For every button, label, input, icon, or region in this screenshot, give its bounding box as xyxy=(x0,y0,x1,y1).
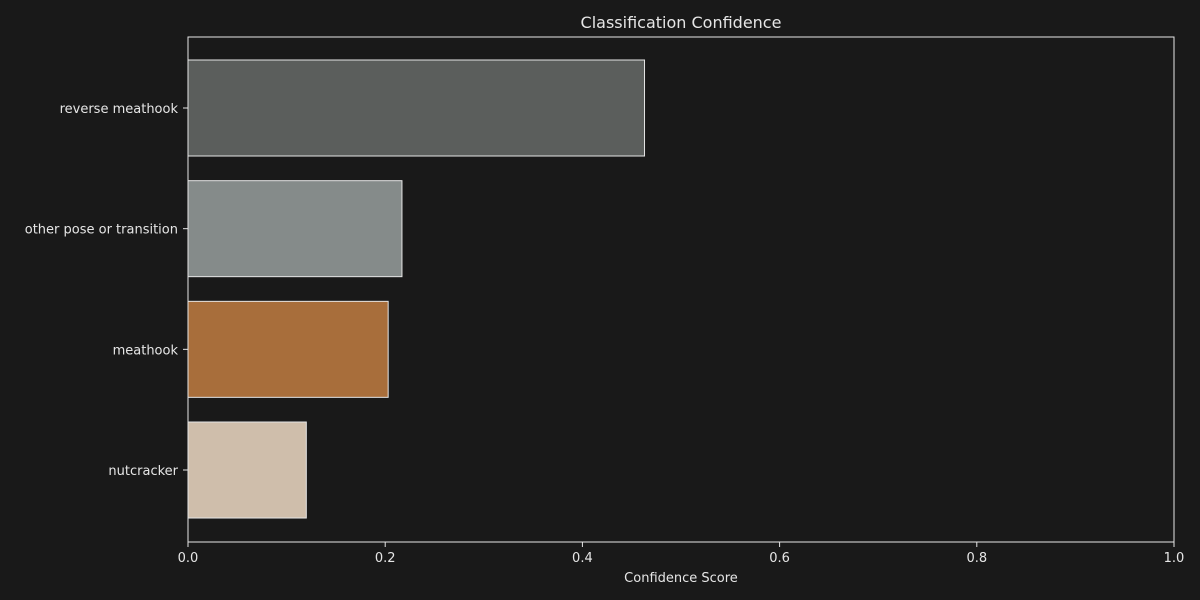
x-axis: 0.0 0.2 0.4 0.6 0.8 1.0 xyxy=(178,542,1185,566)
y-tick-label: other pose or transition xyxy=(25,223,178,238)
x-axis-label: Confidence Score xyxy=(624,571,738,586)
bar-2 xyxy=(187,300,389,398)
x-tick-label: 0.0 xyxy=(178,551,199,566)
x-tick-label: 1.0 xyxy=(1164,551,1185,566)
y-axis: reverse meathook other pose or transition… xyxy=(25,102,188,479)
x-tick-label: 0.6 xyxy=(769,551,790,566)
bar-1 xyxy=(187,180,403,278)
chart-title: Classification Confidence xyxy=(581,13,782,32)
y-tick-label: meathook xyxy=(113,343,179,358)
x-tick-label: 0.4 xyxy=(572,551,593,566)
x-tick-label: 0.2 xyxy=(375,551,396,566)
y-tick-label: nutcracker xyxy=(108,464,178,479)
bar-0 xyxy=(187,59,646,157)
plot-frame xyxy=(187,36,1175,543)
y-tick-label: reverse meathook xyxy=(60,102,179,117)
x-tick-label: 0.8 xyxy=(966,551,987,566)
bars-layer xyxy=(187,59,646,519)
bar-3 xyxy=(187,421,307,519)
